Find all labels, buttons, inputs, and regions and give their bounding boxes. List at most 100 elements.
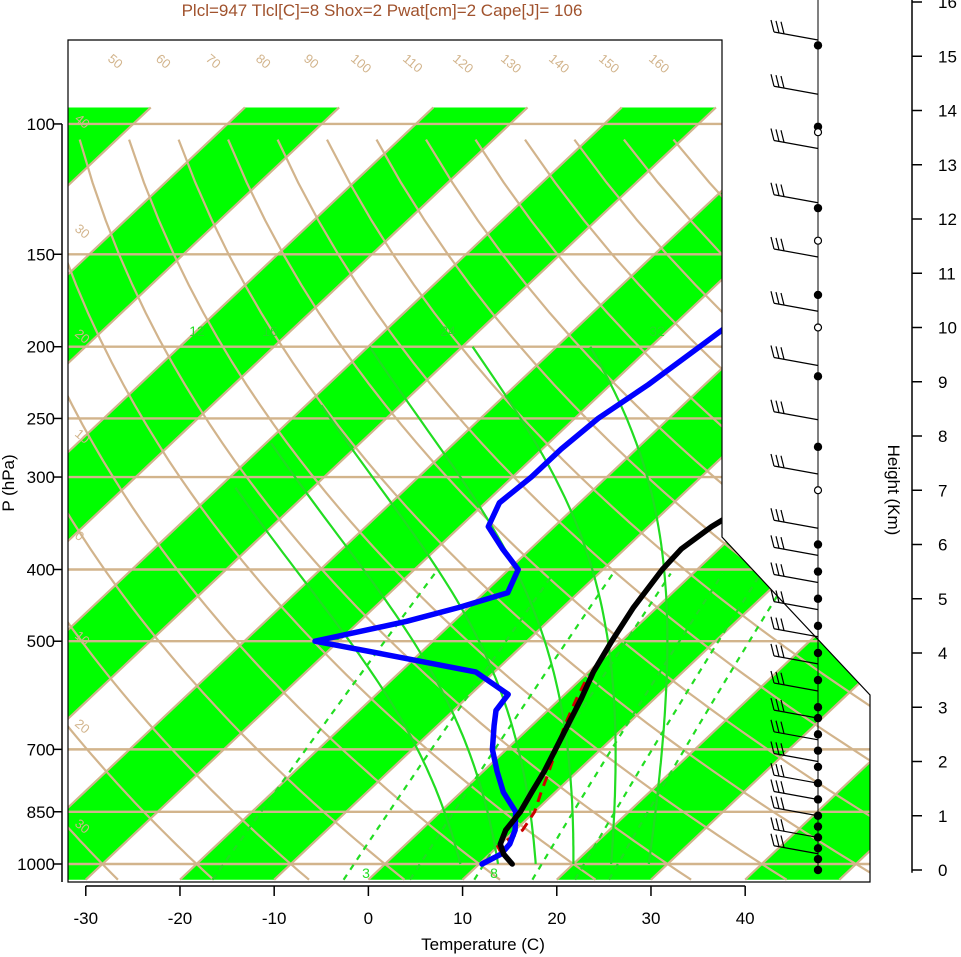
temperature-curve bbox=[497, 136, 870, 867]
barb-flag bbox=[770, 399, 775, 412]
barb-flag bbox=[780, 781, 785, 794]
barb-shaft bbox=[773, 31, 819, 41]
barb-flag bbox=[770, 182, 775, 195]
wind-barb bbox=[770, 741, 819, 763]
dewpoint-curve bbox=[312, 136, 870, 867]
plot-area: 50 60 70 80 90 100 110 120 130 140 150 160302010010… bbox=[68, 51, 870, 881]
barb-flag bbox=[775, 291, 780, 305]
dry-adiabat bbox=[375, 139, 870, 881]
barb-shaft bbox=[773, 248, 819, 258]
x-tick-label: 40 bbox=[736, 909, 755, 928]
wind-dot-open bbox=[813, 128, 823, 137]
height-axis-title: Height (Km) bbox=[884, 445, 903, 536]
wind-barb bbox=[770, 779, 819, 801]
wind-barb bbox=[770, 562, 819, 584]
mixing-ratio-line bbox=[473, 572, 672, 881]
y-tick-label: 500 bbox=[27, 632, 55, 651]
barb-flag bbox=[780, 238, 785, 251]
barb-flag bbox=[770, 291, 775, 304]
band bbox=[745, 107, 870, 880]
barb-flag bbox=[775, 644, 780, 657]
wind-dot bbox=[813, 779, 823, 788]
barb-flag bbox=[775, 508, 780, 522]
height-tick-label: 3 bbox=[938, 698, 947, 717]
barb-flag bbox=[775, 454, 780, 468]
height-tick-label: 6 bbox=[938, 536, 947, 555]
x-tick-label: 30 bbox=[642, 909, 661, 928]
y-axis-title: P (hPa) bbox=[0, 454, 18, 511]
dry-adiabat bbox=[276, 139, 870, 881]
isotherm bbox=[273, 106, 870, 881]
barb-shaft bbox=[773, 519, 819, 529]
x-tick-label: -10 bbox=[262, 909, 287, 928]
barb-flag bbox=[775, 129, 780, 142]
barb-shaft bbox=[773, 682, 819, 692]
wind-dot bbox=[813, 746, 823, 755]
wind-dot bbox=[813, 854, 823, 864]
barb-flag bbox=[775, 590, 780, 603]
wind-dot bbox=[813, 442, 823, 452]
isotherm-label: 50 bbox=[105, 51, 126, 72]
x-axis: -30 -20 -10 0 10 20 30 40 bbox=[73, 885, 755, 928]
moist-adiabat bbox=[471, 346, 617, 865]
barb-flag bbox=[775, 834, 780, 847]
wind-barb bbox=[770, 236, 819, 258]
barb-flag bbox=[780, 21, 785, 34]
isotherm-label: 120 bbox=[450, 51, 476, 76]
barb-flag bbox=[770, 19, 775, 33]
height-tick-label: 4 bbox=[938, 644, 947, 663]
barb-flag bbox=[770, 562, 775, 575]
wind-dot-open bbox=[813, 236, 823, 245]
dry-adiabat bbox=[326, 139, 870, 881]
isotherm bbox=[68, 106, 811, 881]
wind-barb bbox=[770, 719, 819, 741]
dry-adiabat bbox=[68, 139, 501, 881]
barb-flag bbox=[770, 345, 775, 358]
x-tick-label: 0 bbox=[364, 909, 373, 928]
barb-flag bbox=[775, 74, 780, 88]
dry-adiabat bbox=[128, 139, 788, 881]
wind-barb bbox=[770, 345, 819, 367]
barb-flag bbox=[775, 742, 780, 755]
wind-dot bbox=[813, 703, 823, 712]
barb-flag bbox=[775, 400, 780, 413]
wind-dot-open bbox=[813, 486, 823, 495]
wind-dot-open bbox=[813, 323, 823, 332]
wind-dot bbox=[813, 203, 823, 213]
wind-dot bbox=[813, 795, 823, 804]
barb-flag bbox=[775, 796, 780, 809]
barb-flag bbox=[775, 698, 780, 712]
height-tick-label: 2 bbox=[938, 753, 947, 772]
barb-flag bbox=[775, 346, 780, 359]
x-tick-label: -20 bbox=[168, 909, 193, 928]
height-tick-label: 5 bbox=[938, 590, 947, 609]
mixing-ratio-label: 3 bbox=[362, 865, 370, 881]
isotherm-label: 140 bbox=[546, 51, 572, 76]
barb-flag bbox=[770, 741, 775, 754]
mixing-ratio-label: 8 bbox=[490, 865, 498, 881]
barb-shaft bbox=[773, 774, 819, 784]
wind-barb bbox=[770, 670, 819, 692]
barb-shaft bbox=[773, 546, 819, 556]
height-tick-label: 12 bbox=[938, 210, 957, 229]
isotherm-label-right: 10 bbox=[752, 537, 773, 558]
mixing-ratio-line bbox=[342, 572, 555, 881]
barb-shaft bbox=[773, 807, 819, 817]
height-tick-label: 7 bbox=[938, 481, 947, 500]
barb-flag bbox=[780, 699, 785, 713]
barb-flag bbox=[775, 237, 780, 251]
isotherm-label-right: 30 bbox=[730, 122, 751, 143]
mixing-ratio-label: 24 bbox=[440, 323, 456, 339]
wind-dot bbox=[813, 675, 823, 685]
barb-flag bbox=[775, 536, 780, 549]
barb-flag bbox=[780, 130, 785, 143]
wind-barb bbox=[770, 74, 819, 95]
barb-flag bbox=[780, 819, 785, 832]
barb-flag bbox=[770, 589, 775, 602]
barb-shaft bbox=[773, 302, 819, 312]
barb-flag bbox=[780, 455, 785, 468]
wind-barb bbox=[770, 589, 819, 611]
height-tick-label: 13 bbox=[938, 156, 957, 175]
barb-flag bbox=[770, 697, 775, 711]
